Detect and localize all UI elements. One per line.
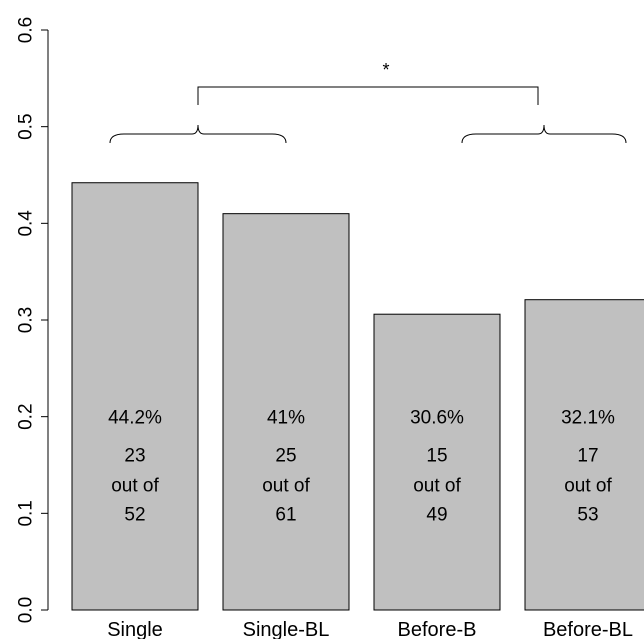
bar-total-label: 61 [275,505,296,526]
x-category-label: Before-B [398,619,477,639]
bar-count-label: 15 [426,446,447,467]
bar-out-of-label: out of [262,476,310,497]
x-category-label: Single-BL [243,619,330,639]
bar-out-of-label: out of [564,476,612,497]
y-tick-label: 0.4 [16,210,37,237]
y-tick-label: 0.6 [16,17,37,43]
bar [524,299,644,611]
bar-count-label: 17 [577,446,598,467]
group-brace-before [461,124,627,144]
bar-total-label: 52 [124,505,145,526]
y-tick-label: 0.2 [16,403,37,429]
bar-out-of-label: out of [111,476,159,497]
bar-out-of-label: out of [413,476,461,497]
x-category-label: Single [107,619,163,639]
bar-percent-label: 32.1% [561,408,615,429]
y-tick-label: 0.1 [16,500,37,526]
y-tick-label: 0.3 [16,307,37,333]
bar [373,313,501,611]
bar-total-label: 53 [577,505,598,526]
bar-total-label: 49 [426,505,447,526]
bar-percent-label: 41% [267,408,305,429]
bar-count-label: 23 [124,446,145,467]
y-tick-label: 0.0 [16,597,37,623]
y-tick-label: 0.5 [16,113,37,139]
bar-percent-label: 30.6% [410,408,464,429]
bar [71,182,199,611]
significance-bracket [197,86,539,105]
bar [222,213,350,611]
significance-marker: * [382,60,389,80]
x-category-label: Before-BL [543,619,633,639]
bar-count-label: 25 [275,446,296,467]
group-brace-single [109,124,287,144]
bar-percent-label: 44.2% [108,408,162,429]
